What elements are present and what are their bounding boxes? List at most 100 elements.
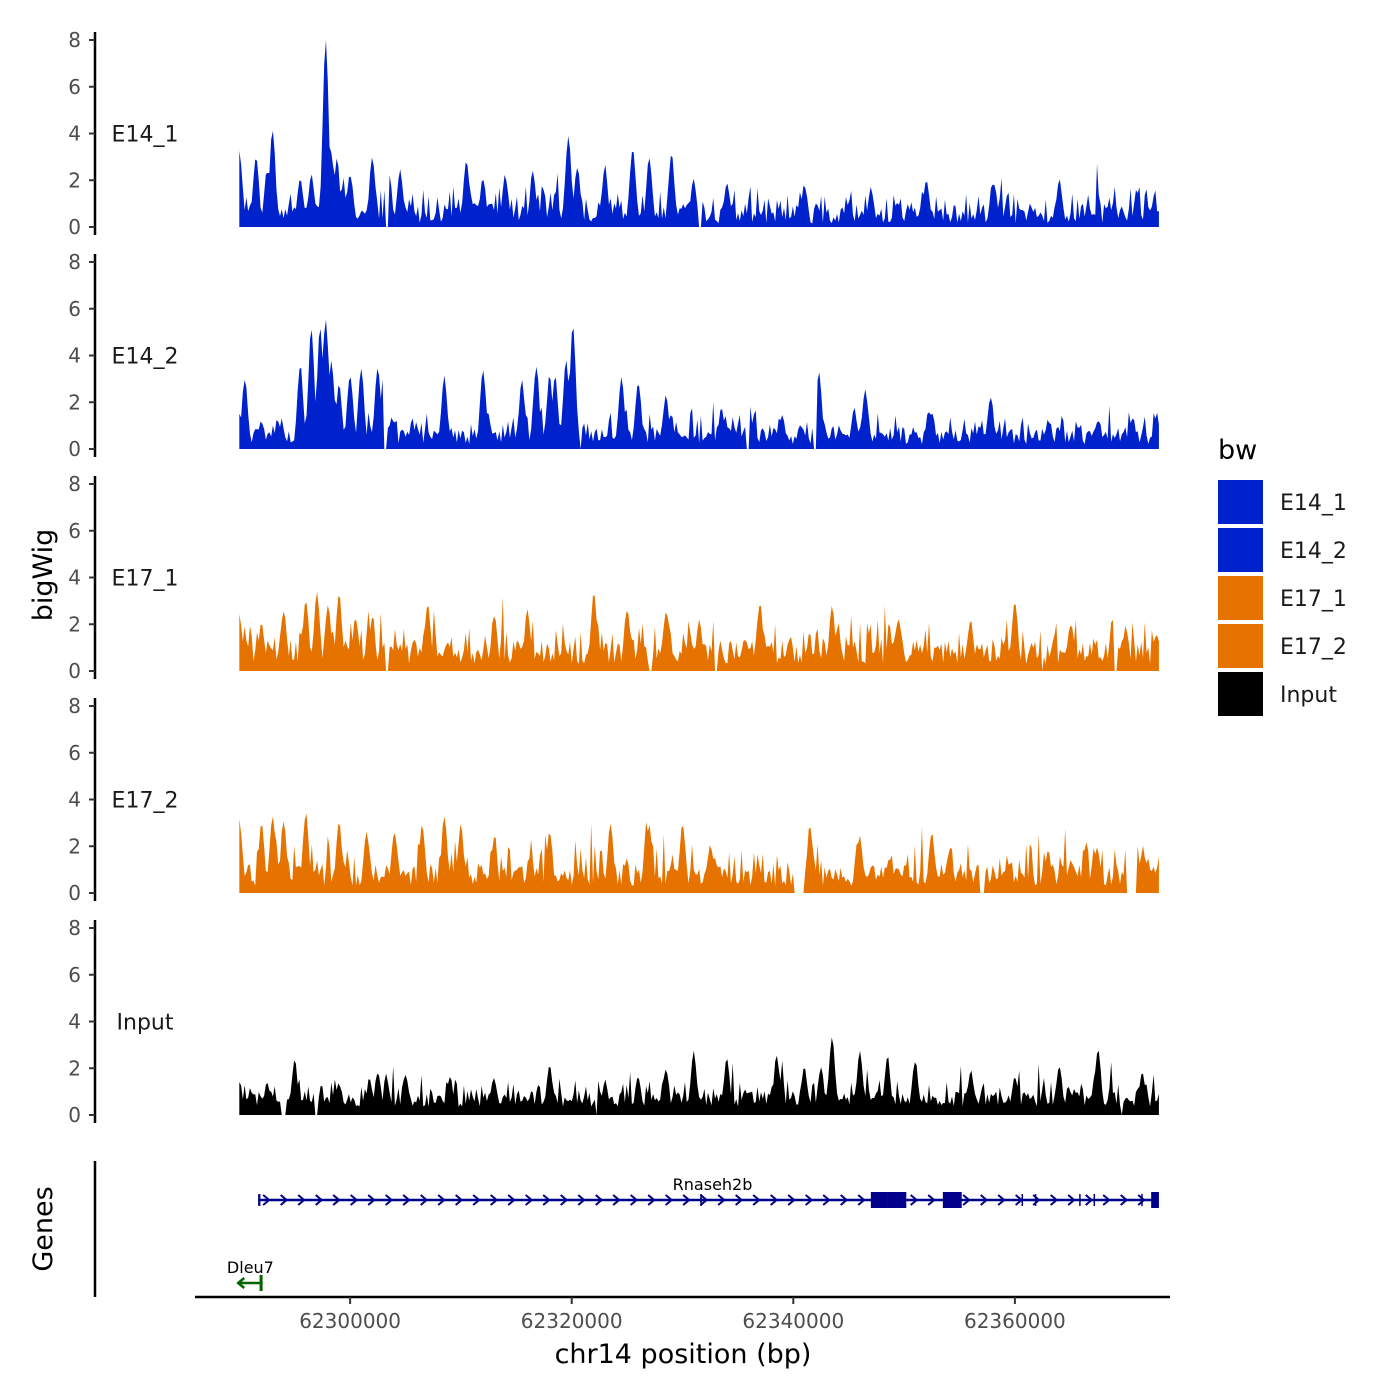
- strand-arrow: [455, 1194, 464, 1206]
- signal-area-E14_1: [239, 40, 1159, 227]
- strand-arrow: [577, 1194, 586, 1206]
- track-label: E17_1: [112, 567, 179, 592]
- strand-arrow: [402, 1194, 411, 1206]
- x-tick-label: 62300000: [299, 1309, 401, 1333]
- strand-arrow: [787, 1194, 796, 1206]
- track-E17_1: 0 2 4 6 8 E17_1: [68, 472, 1159, 683]
- legend-item-E17_2: E17_2: [1218, 624, 1347, 668]
- strand-arrow: [822, 1194, 831, 1206]
- strand-arrow: [385, 1194, 394, 1206]
- strand-arrow: [297, 1194, 306, 1206]
- strand-arrow: [1120, 1194, 1129, 1206]
- track-E14_1: 0 2 4 6 8 E14_1: [68, 28, 1159, 239]
- track-Input: 0 2 4 6 8 Input: [68, 916, 1159, 1127]
- y-tick-label: 4: [68, 122, 81, 146]
- gene-label: Dleu7: [227, 1258, 274, 1277]
- y-tick-label: 8: [68, 916, 81, 940]
- strand-arrow: [805, 1194, 814, 1206]
- strand-arrow: [420, 1194, 429, 1206]
- strand-arrow: [1102, 1194, 1111, 1206]
- legend-title: bw: [1218, 435, 1257, 466]
- x-axis: 62300000 62320000 62340000 62360000: [195, 1295, 1170, 1333]
- signal-area-Input: [239, 1037, 1159, 1115]
- strand-arrow: [490, 1194, 499, 1206]
- track-label: E14_2: [112, 345, 179, 370]
- y-tick-label: 4: [68, 788, 81, 812]
- x-tick-label: 62320000: [521, 1309, 623, 1333]
- exon: [259, 1275, 263, 1291]
- exon: [942, 1192, 962, 1208]
- y-tick-label: 2: [68, 612, 81, 636]
- strand-arrow: [665, 1194, 674, 1206]
- legend: bw E14_1 E14_2 E17_1 E17_2 Input: [1218, 435, 1347, 716]
- legend-item-Input: Input: [1218, 672, 1337, 716]
- y-tick-label: 8: [68, 694, 81, 718]
- strand-arrow: [910, 1194, 919, 1206]
- x-tick-label: 62360000: [964, 1309, 1066, 1333]
- strand-arrow: [682, 1194, 691, 1206]
- gene-Dleu7: Dleu7: [227, 1258, 274, 1291]
- y-tick-label: 0: [68, 437, 81, 461]
- y-tick-label: 4: [68, 1010, 81, 1034]
- genes-panel: Rnaseh2b Dleu7: [93, 1161, 1159, 1297]
- y-tick-label: 2: [68, 834, 81, 858]
- track-label: E17_2: [112, 789, 179, 814]
- legend-swatch: [1218, 672, 1263, 716]
- strand-arrow: [717, 1194, 726, 1206]
- strand-arrow: [236, 1277, 246, 1289]
- y-axis-title: bigWig: [28, 529, 59, 622]
- y-tick-label: 6: [68, 741, 81, 765]
- x-axis-title: chr14 position (bp): [555, 1339, 812, 1370]
- y-tick-label: 6: [68, 75, 81, 99]
- strand-arrow: [752, 1194, 761, 1206]
- strand-arrow: [700, 1194, 709, 1206]
- strand-arrow: [857, 1194, 866, 1206]
- strand-arrow: [350, 1194, 359, 1206]
- strand-arrow: [542, 1194, 551, 1206]
- y-tick-label: 0: [68, 1103, 81, 1127]
- strand-arrow: [647, 1194, 656, 1206]
- exon: [887, 1192, 907, 1208]
- exon: [1141, 1194, 1143, 1206]
- strand-arrow: [1067, 1194, 1076, 1206]
- strand-arrow: [315, 1194, 324, 1206]
- legend-item-E14_2: E14_2: [1218, 528, 1347, 572]
- signal-area-E14_2: [239, 319, 1159, 449]
- legend-item-E14_1: E14_1: [1218, 480, 1347, 524]
- y-tick-label: 0: [68, 659, 81, 683]
- strand-arrow: [332, 1194, 341, 1206]
- signal-area-E17_2: [239, 813, 1159, 893]
- x-tick-label: 62340000: [742, 1309, 844, 1333]
- y-tick-label: 0: [68, 881, 81, 905]
- strand-arrow: [1050, 1194, 1059, 1206]
- y-tick-label: 4: [68, 344, 81, 368]
- legend-swatch: [1218, 480, 1263, 524]
- y-tick-label: 0: [68, 215, 81, 239]
- bigwig-tracks: 0 2 4 6 8 E14_1 0 2 4 6 8 E14_2 0 2 4 6 8 E17_1 0 2 4 6 8 E17_2…: [68, 28, 1159, 1127]
- signal-area-E17_1: [239, 591, 1159, 671]
- strand-arrow: [962, 1194, 971, 1206]
- strand-arrow: [1137, 1194, 1146, 1206]
- exon: [870, 1192, 888, 1208]
- track-label: Input: [117, 1011, 174, 1036]
- legend-label: Input: [1280, 683, 1337, 708]
- strand-arrow: [735, 1194, 744, 1206]
- strand-arrow: [840, 1194, 849, 1206]
- exon: [1079, 1194, 1081, 1206]
- gene-label: Rnaseh2b: [673, 1175, 753, 1194]
- strand-arrow: [997, 1194, 1006, 1206]
- y-tick-label: 2: [68, 168, 81, 192]
- strand-arrow: [507, 1194, 516, 1206]
- gene-Rnaseh2b: Rnaseh2b: [258, 1175, 1159, 1208]
- y-tick-label: 8: [68, 250, 81, 274]
- strand-arrow: [472, 1194, 481, 1206]
- legend-item-E17_1: E17_1: [1218, 576, 1347, 620]
- strand-arrow: [280, 1194, 289, 1206]
- strand-arrow: [980, 1194, 989, 1206]
- y-tick-label: 6: [68, 963, 81, 987]
- strand-arrow: [612, 1194, 621, 1206]
- strand-arrow: [262, 1194, 271, 1206]
- strand-arrow: [595, 1194, 604, 1206]
- strand-arrow: [770, 1194, 779, 1206]
